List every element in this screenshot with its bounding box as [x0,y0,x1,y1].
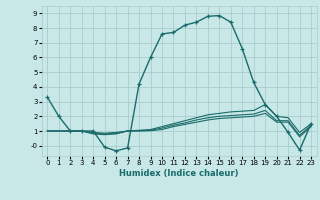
X-axis label: Humidex (Indice chaleur): Humidex (Indice chaleur) [119,169,239,178]
